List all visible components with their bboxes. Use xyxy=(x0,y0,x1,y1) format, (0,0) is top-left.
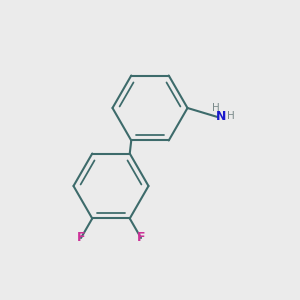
Text: F: F xyxy=(77,232,85,244)
Text: N: N xyxy=(216,110,226,124)
Text: H: H xyxy=(212,103,220,113)
Text: H: H xyxy=(227,111,235,122)
Text: F: F xyxy=(137,232,145,244)
